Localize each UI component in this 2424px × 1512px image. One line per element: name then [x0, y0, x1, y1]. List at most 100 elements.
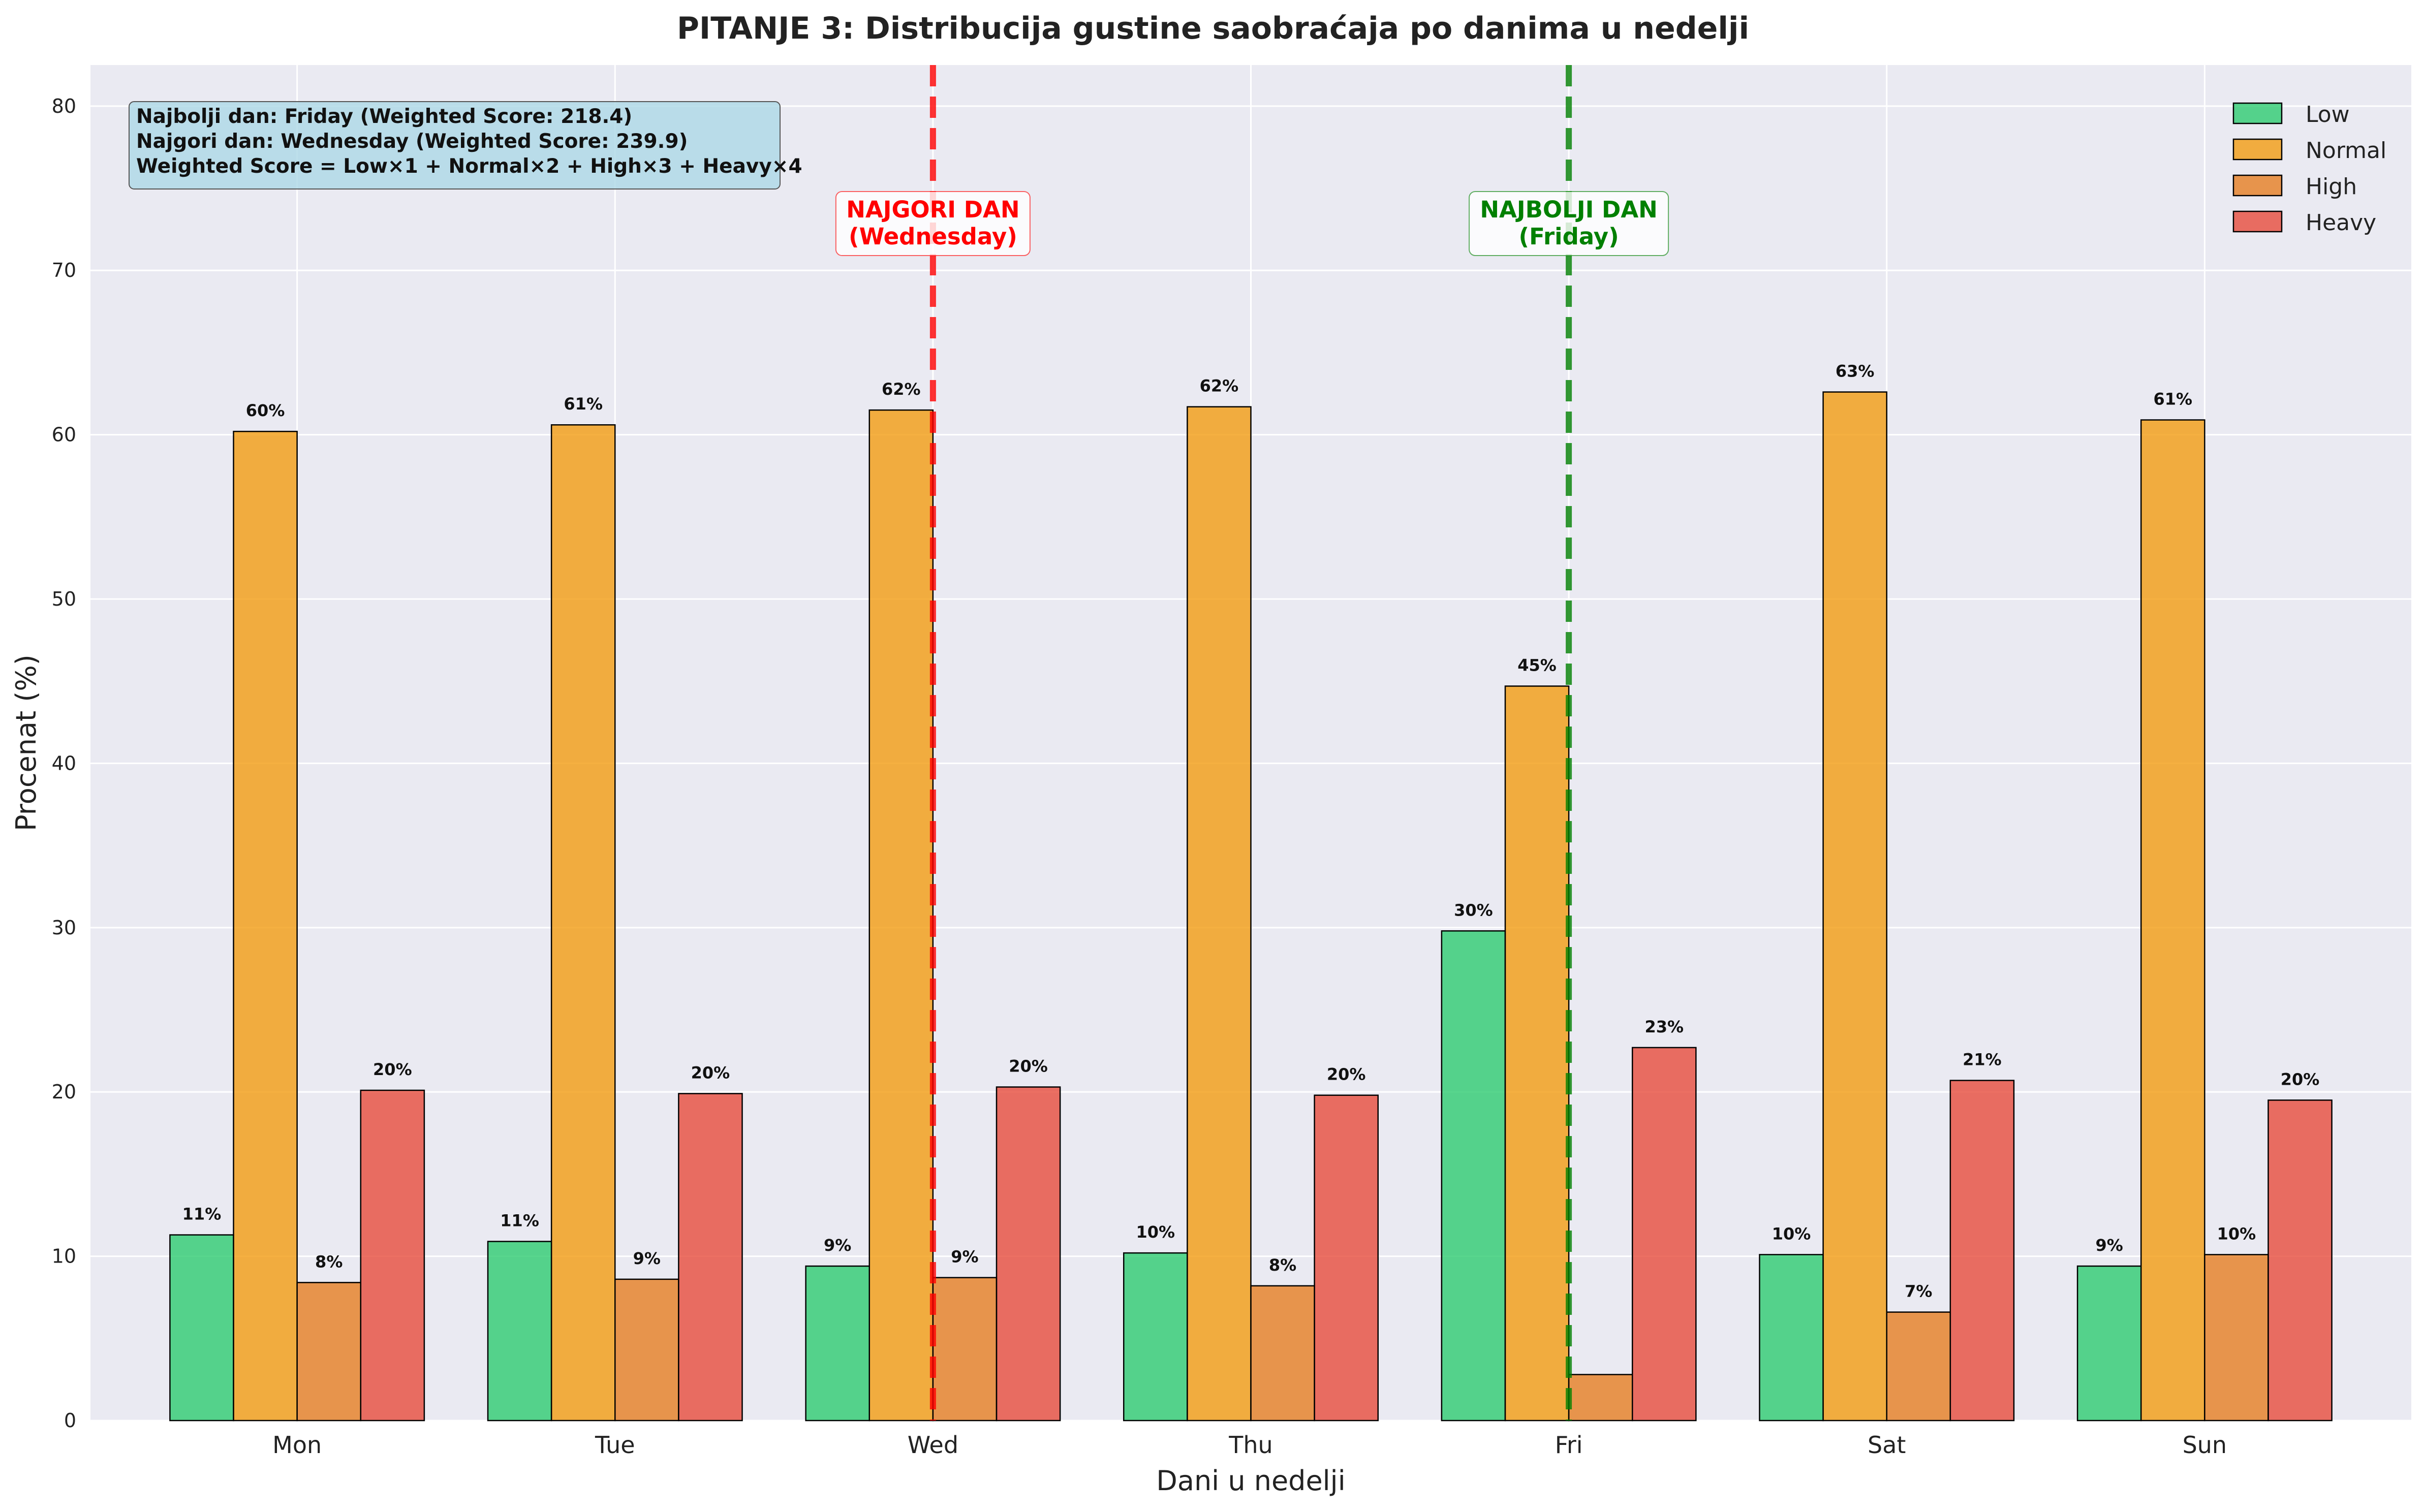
chart-title: PITANJE 3: Distribucija gustine saobraća…	[677, 11, 1749, 46]
bar-value-label: 10%	[1772, 1224, 1811, 1243]
bar-value-label: 20%	[1327, 1065, 1366, 1084]
bar-low-wed	[805, 1265, 871, 1422]
bar-high-thu	[1250, 1285, 1315, 1422]
y-tick-label: 60	[52, 424, 76, 446]
info-line-2: Najgori dan: Wednesday (Weighted Score: …	[136, 130, 688, 153]
info-box: Najbolji dan: Friday (Weighted Score: 21…	[129, 101, 802, 190]
y-tick-label: 10	[52, 1245, 76, 1268]
x-tick-label: Fri	[1555, 1431, 1583, 1459]
bar-value-label: 11%	[500, 1211, 539, 1231]
bar-normal-mon	[233, 430, 298, 1422]
bar-value-label: 23%	[1645, 1017, 1684, 1036]
bar-heavy-mon	[360, 1089, 425, 1422]
marker-title-fri: NAJBOLJI DAN	[1480, 196, 1657, 223]
y-axis-title: Procenat (%)	[10, 654, 42, 831]
legend-swatch-high	[2232, 174, 2283, 197]
legend-label-high: High	[2306, 174, 2357, 200]
marker-title-wed: NAJGORI DAN	[846, 196, 1019, 223]
bars	[169, 391, 2333, 1422]
x-tick-label: Tue	[595, 1431, 635, 1459]
bar-value-label: 20%	[2281, 1069, 2320, 1089]
bar-normal-sun	[2140, 419, 2205, 1422]
bar-high-sun	[2204, 1254, 2269, 1422]
y-tick-label: 40	[52, 752, 76, 774]
marker-box-wed	[835, 191, 1031, 256]
marker-day-fri: (Friday)	[1519, 223, 1619, 250]
bar-high-fri	[1568, 1374, 1633, 1422]
y-tick-label: 70	[52, 259, 76, 281]
bar-value-label: 61%	[2153, 390, 2192, 409]
bar-low-sun	[2076, 1265, 2142, 1422]
bar-value-label: 20%	[691, 1063, 730, 1082]
bar-value-label: 9%	[824, 1236, 851, 1255]
x-tick-label: Wed	[908, 1431, 958, 1459]
legend-swatch-heavy	[2232, 210, 2283, 233]
bar-low-mon	[169, 1234, 234, 1422]
y-tick-label: 30	[52, 917, 76, 939]
x-tick-label: Thu	[1228, 1431, 1272, 1459]
bar-normal-fri	[1504, 685, 1570, 1422]
legend: Low Normal High Heavy	[2232, 102, 2386, 236]
legend-label-normal: Normal	[2306, 138, 2386, 164]
bar-value-label: 21%	[1963, 1050, 2002, 1069]
bar-value-label: 8%	[1269, 1255, 1296, 1275]
bar-value-label: 30%	[1454, 900, 1493, 920]
info-line-1: Najbolji dan: Friday (Weighted Score: 21…	[136, 105, 632, 128]
bar-heavy-thu	[1314, 1094, 1379, 1422]
info-box-background	[129, 101, 781, 190]
bar-value-label: 20%	[373, 1060, 412, 1079]
x-tick-label: Sat	[1868, 1431, 1906, 1459]
bar-value-label: 9%	[633, 1249, 661, 1268]
bar-low-thu	[1123, 1252, 1188, 1422]
bar-value-label: 63%	[1836, 362, 1875, 381]
bar-high-mon	[296, 1282, 362, 1422]
y-tick-label: 80	[52, 95, 76, 117]
info-line-3: Weighted Score = Low×1 + Normal×2 + High…	[136, 155, 802, 178]
legend-label-heavy: Heavy	[2306, 210, 2376, 236]
bar-normal-sat	[1822, 391, 1887, 1422]
y-tick-label: 20	[52, 1081, 76, 1103]
bar-value-label: 62%	[1200, 376, 1239, 396]
bar-high-wed	[932, 1277, 998, 1422]
bar-low-sat	[1759, 1254, 1824, 1422]
bar-value-label: 11%	[182, 1205, 222, 1224]
bar-value-label: 20%	[1009, 1057, 1048, 1076]
bar-value-label: 10%	[1136, 1222, 1175, 1242]
bar-value-label: 45%	[1517, 655, 1557, 675]
bar-low-fri	[1441, 930, 1506, 1422]
y-tick-label: 50	[52, 588, 76, 610]
marker-box-fri	[1469, 191, 1669, 256]
bar-normal-thu	[1187, 406, 1252, 1422]
x-tick-label: Mon	[272, 1431, 322, 1459]
bar-high-sat	[1886, 1311, 1951, 1422]
bar-value-label: 60%	[246, 401, 285, 420]
legend-swatch-normal	[2232, 138, 2283, 161]
bar-value-label: 8%	[315, 1252, 343, 1271]
value-labels: 11% 11% 9% 10% 30% 10% 9% 60% 61% 62% 62% 45% 63% 61%…	[182, 362, 2320, 1301]
bar-value-label: 9%	[951, 1247, 978, 1267]
marker-day-wed: (Wednesday)	[849, 223, 1017, 250]
bar-heavy-sat	[1949, 1080, 2015, 1422]
axes: 0 10 20 30 40 50 60 70 80 Mon Tue Wed Thu Fri Sat Sun	[52, 95, 2227, 1459]
x-tick-label: Sun	[2183, 1431, 2227, 1459]
legend-swatch-low	[2232, 102, 2283, 124]
x-axis-title: Dani u nedelji	[1156, 1465, 1345, 1497]
bar-high-tue	[614, 1278, 679, 1422]
bar-value-label: 10%	[2217, 1224, 2256, 1243]
y-tick-label: 0	[64, 1409, 76, 1432]
day-markers: NAJGORI DAN(Wednesday) NAJBOLJI DAN(Frida…	[835, 65, 1669, 1421]
bar-heavy-wed	[996, 1086, 1061, 1422]
bar-value-label: 9%	[2096, 1236, 2123, 1255]
legend-label-low: Low	[2306, 102, 2350, 128]
bar-heavy-sun	[2267, 1099, 2333, 1422]
bar-value-label: 7%	[1905, 1282, 1932, 1301]
bar-value-label: 62%	[882, 380, 921, 399]
bar-low-tue	[487, 1241, 552, 1422]
bar-normal-wed	[868, 409, 934, 1422]
bar-value-label: 61%	[564, 394, 603, 414]
bar-heavy-tue	[678, 1093, 743, 1422]
bar-normal-tue	[550, 424, 616, 1422]
bar-heavy-fri	[1631, 1047, 1697, 1422]
